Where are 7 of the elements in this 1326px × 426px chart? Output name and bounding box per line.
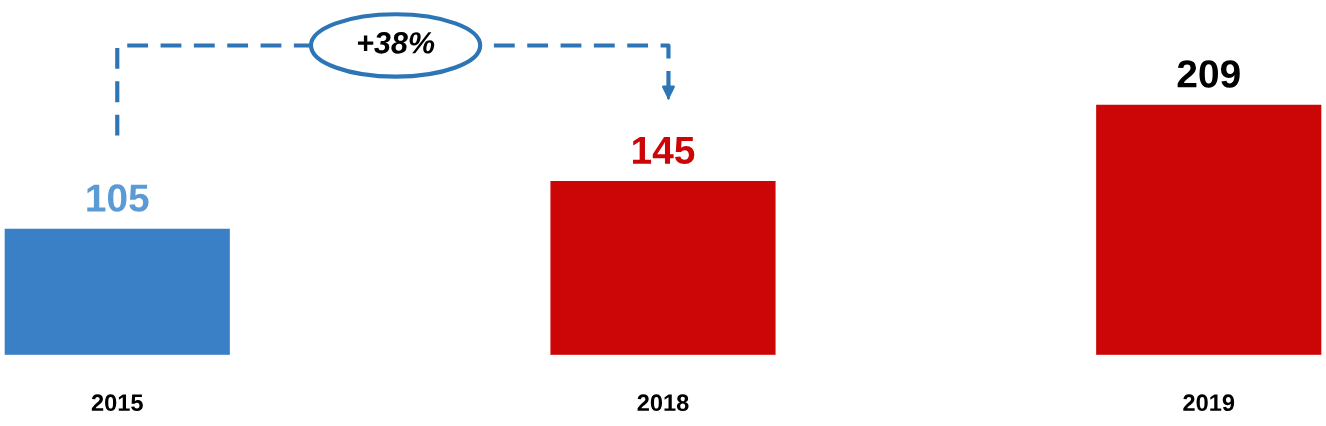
x-tick-label: 2019 bbox=[1183, 394, 1235, 412]
data-label: 209 bbox=[1177, 60, 1240, 88]
data-label: 105 bbox=[87, 184, 149, 212]
data-label: 145 bbox=[633, 136, 695, 165]
x-tick-label: 2015 bbox=[91, 394, 143, 412]
text: +38% bbox=[357, 32, 435, 54]
x-tick-label: 2018 bbox=[637, 394, 689, 412]
